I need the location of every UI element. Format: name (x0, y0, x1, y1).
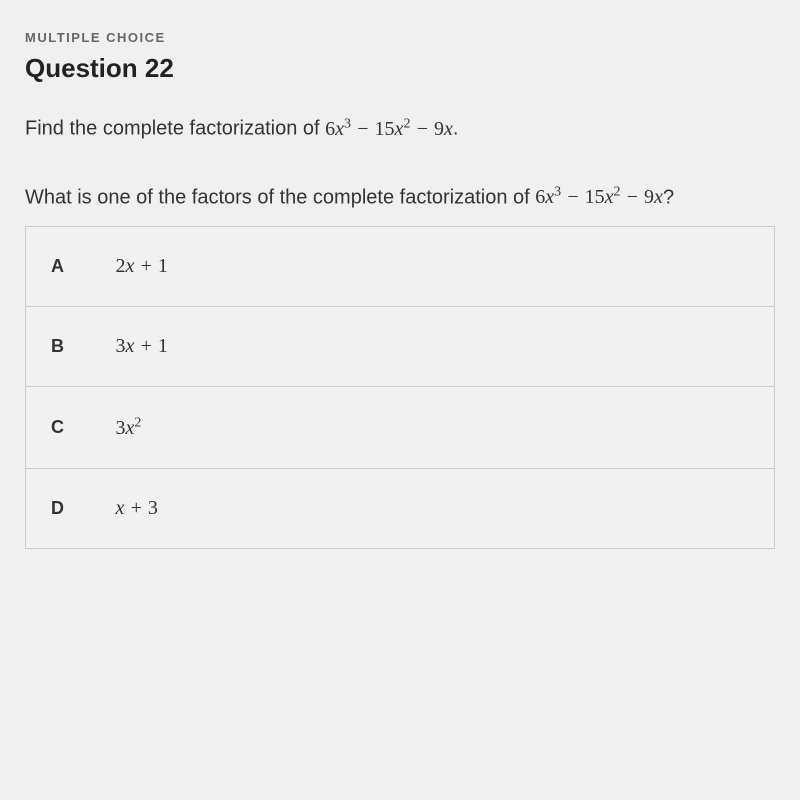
choice-letter: A (26, 227, 106, 307)
question-title: Question 22 (25, 53, 775, 84)
choice-content: 3x + 1 (106, 307, 775, 387)
choice-row-a[interactable]: A 2x + 1 (26, 227, 775, 307)
choice-row-c[interactable]: C 3x2 (26, 387, 775, 469)
choice-row-d[interactable]: D x + 3 (26, 468, 775, 548)
question-subprompt: What is one of the factors of the comple… (25, 183, 775, 212)
prompt-prefix: Find the complete factorization of (25, 118, 325, 140)
question-type-label: MULTIPLE CHOICE (25, 30, 775, 45)
subprompt-prefix: What is one of the factors of the comple… (25, 186, 535, 208)
choice-letter: D (26, 468, 106, 548)
choice-content: 2x + 1 (106, 227, 775, 307)
subprompt-expression: 6x3 − 15x2 − 9x (535, 186, 663, 208)
question-prompt: Find the complete factorization of 6x3 −… (25, 114, 775, 143)
subprompt-suffix: ? (663, 186, 674, 208)
prompt-suffix: . (453, 118, 459, 140)
choice-letter: B (26, 307, 106, 387)
choice-row-b[interactable]: B 3x + 1 (26, 307, 775, 387)
prompt-expression: 6x3 − 15x2 − 9x (325, 118, 453, 140)
choice-letter: C (26, 387, 106, 469)
choice-content: x + 3 (106, 468, 775, 548)
choices-table: A 2x + 1 B 3x + 1 C 3x2 D x + 3 (25, 226, 775, 549)
choice-content: 3x2 (106, 387, 775, 469)
